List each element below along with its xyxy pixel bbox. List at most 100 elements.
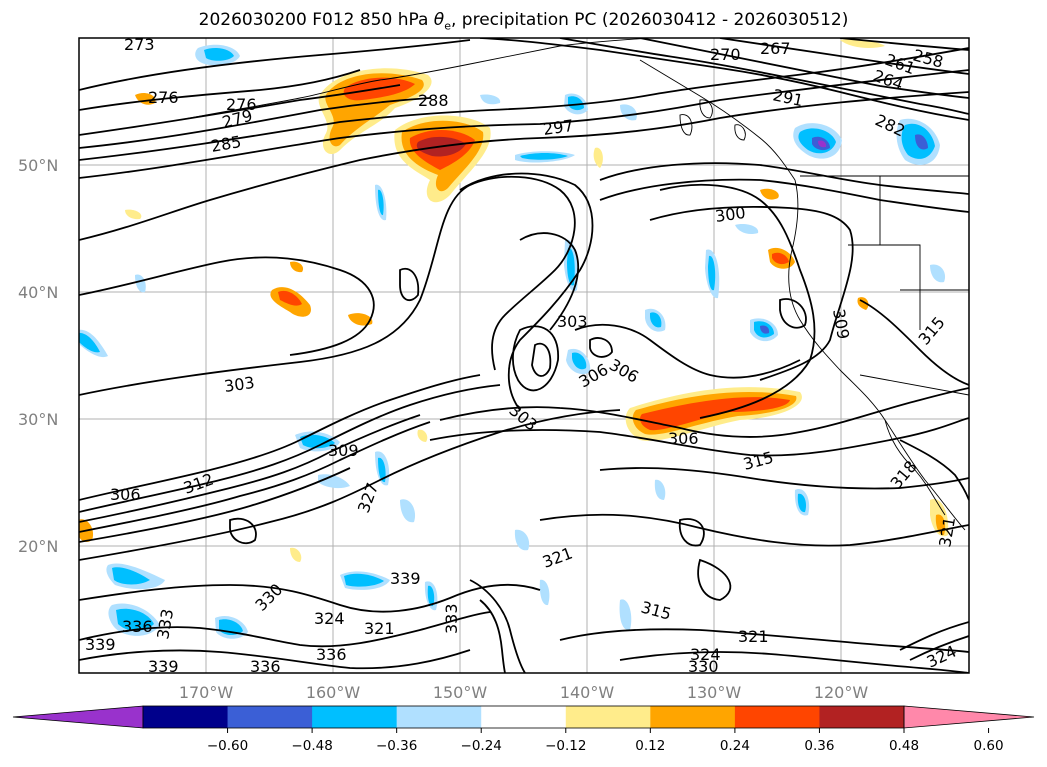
contour-line (639, 38, 969, 99)
lat-label: 40°N (18, 283, 58, 302)
precip-blob (135, 274, 146, 293)
contour-line (589, 337, 613, 358)
contour-label: 336 (122, 617, 153, 636)
colorbar-tick-label: −0.60 (207, 738, 248, 754)
precip-blob (112, 567, 150, 585)
contour-line (697, 558, 732, 601)
contour-line (479, 38, 969, 121)
contour-line (79, 69, 361, 111)
colorbar-segment (565, 706, 651, 728)
contour-line (79, 649, 471, 670)
contour-line (559, 628, 969, 653)
precip-blob (915, 134, 928, 150)
contour-line (79, 97, 431, 149)
colorbar-segment (734, 706, 820, 728)
precip-blob (619, 599, 632, 631)
contour-line (79, 421, 431, 533)
precip-blob (654, 479, 666, 500)
precip-blob (650, 312, 662, 328)
colorbar-tick-label: −0.36 (376, 738, 417, 754)
contour-line (79, 374, 481, 501)
latitude-labels: 50°N 40°N 30°N 20°N (18, 156, 58, 556)
coastlines (179, 38, 969, 531)
precip-blob (568, 96, 584, 111)
contour-label: 276 (226, 95, 257, 114)
contour-label: 339 (85, 635, 116, 654)
colorbar-frame (142, 705, 905, 729)
lat-label: 50°N (18, 156, 58, 175)
precip-blob (79, 333, 100, 353)
colorbar-tick-label: 0.24 (720, 738, 750, 754)
contour-line (859, 299, 969, 386)
precip-blob (378, 189, 384, 216)
contour-line (839, 38, 969, 51)
precip-blob (735, 223, 759, 235)
contour-label: 273 (124, 35, 155, 54)
contour-line (79, 467, 351, 543)
colorbar-segment (481, 706, 567, 728)
colorbar-tick-label: 0.12 (635, 738, 665, 754)
precip-blob (514, 529, 530, 551)
contour-line (899, 439, 969, 501)
contour-line (439, 387, 969, 438)
contour-label: 321 (364, 619, 395, 638)
contour-label: 336 (316, 645, 347, 664)
colorbar-segment (396, 706, 482, 728)
title-rest: , precipitation PC (2026030412 - 2026030… (450, 10, 849, 30)
lat-label: 20°N (18, 537, 58, 556)
title-main: 2026030200 F012 850 hPa (198, 10, 434, 30)
contour-line (79, 414, 421, 523)
colorbar-segment (312, 706, 398, 728)
precip-blob (760, 188, 779, 200)
colorbar: −0.60 −0.48 −0.36 −0.24 −0.12 0.12 0.24 0.36 0.4… (12, 705, 1035, 754)
contour-line (574, 323, 801, 379)
contour-label: 297 (542, 116, 575, 139)
contour-label: 303 (223, 373, 256, 396)
precip-blob (290, 547, 302, 562)
title-theta: θ (433, 10, 445, 30)
colorbar-segment (650, 706, 736, 728)
precip-blob (378, 457, 386, 483)
contour-line (599, 162, 969, 195)
theta-e-contours (79, 38, 969, 673)
contour-label: 309 (328, 441, 359, 460)
colorbar-tick-label: −0.12 (545, 738, 586, 754)
precip-blob (300, 434, 335, 449)
longitude-labels: 170°W 160°W 150°W 140°W 130°W 120°W (179, 683, 869, 702)
contour-line (79, 409, 621, 561)
precip-blob (116, 608, 154, 631)
contour-label: 339 (390, 569, 421, 588)
map-frame (78, 37, 970, 674)
contour-line (659, 183, 816, 419)
contour-line (469, 579, 526, 673)
contour-line (512, 325, 559, 392)
precip-blob (539, 579, 550, 606)
island (679, 114, 693, 136)
map-layers (79, 38, 969, 673)
contour-line (599, 467, 969, 490)
contour-line (79, 84, 401, 136)
contour-line (599, 178, 969, 213)
state-border (879, 176, 921, 330)
colorbar-segment (227, 706, 313, 728)
precip-blob (290, 261, 304, 273)
precip-blob (318, 474, 350, 489)
contour-label: 339 (148, 657, 179, 676)
map-title: 2026030200 F012 850 hPa θe, precipitatio… (0, 10, 1047, 32)
contour-label: 321 (738, 627, 769, 646)
contour-line (909, 635, 969, 661)
precip-blob (840, 39, 885, 48)
precip-blob (417, 429, 428, 442)
precip-blob (278, 290, 302, 306)
precip-blob (818, 140, 827, 148)
lon-label: 150°W (433, 683, 488, 702)
contour-line (559, 38, 969, 115)
contour-line (79, 39, 471, 91)
contour-label: 303 (557, 312, 588, 331)
contour-line (779, 298, 807, 329)
precip-positive (79, 39, 949, 562)
precip-blob (344, 573, 384, 587)
precip-blob (427, 585, 435, 607)
precip-blob (772, 252, 789, 265)
